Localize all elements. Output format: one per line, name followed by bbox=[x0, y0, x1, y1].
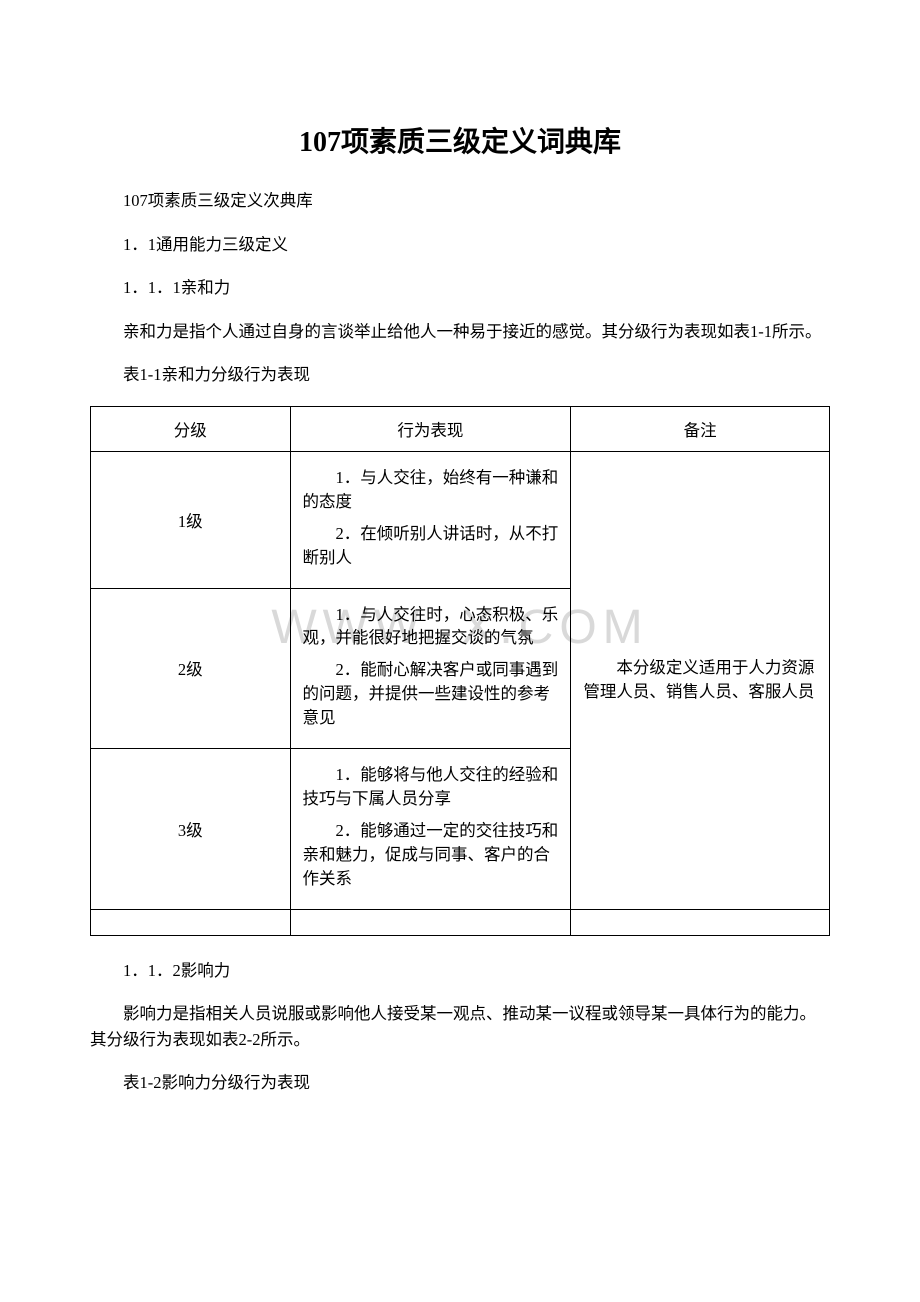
subsection-heading: 1．1．1亲和力 bbox=[90, 275, 830, 301]
table-1-1: 分级 行为表现 备注 1级 1．与人交往，始终有一种谦和的态度 2．在倾听别人讲… bbox=[90, 406, 830, 936]
header-cell-level: 分级 bbox=[91, 406, 291, 451]
empty-cell bbox=[571, 909, 830, 935]
paragraph: 影响力是指相关人员说服或影响他人接受某一观点、推动某一议程或领导某一具体行为的能… bbox=[90, 1001, 830, 1052]
page-title: 107项素质三级定义词典库 bbox=[90, 120, 830, 160]
table-empty-row bbox=[91, 909, 830, 935]
cell-level: 3级 bbox=[91, 749, 291, 910]
paragraph: 亲和力是指个人通过自身的言谈举止给他人一种易于接近的感觉。其分级行为表现如表1-… bbox=[90, 319, 830, 345]
behavior-item: 1．能够将与他人交往的经验和技巧与下属人员分享 bbox=[303, 763, 559, 811]
behavior-item: 2．在倾听别人讲话时，从不打断别人 bbox=[303, 522, 559, 570]
cell-level: 2级 bbox=[91, 588, 291, 749]
cell-behavior: 1．与人交往时，心态积极、乐观，并能很好地把握交谈的气氛 2．能耐心解决客户或同… bbox=[290, 588, 571, 749]
cell-behavior: 1．与人交往，始终有一种谦和的态度 2．在倾听别人讲话时，从不打断别人 bbox=[290, 451, 571, 588]
behavior-item: 1．与人交往时，心态积极、乐观，并能很好地把握交谈的气氛 bbox=[303, 603, 559, 651]
paragraph: 107项素质三级定义次典库 bbox=[90, 188, 830, 214]
table-caption: 表1-2影响力分级行为表现 bbox=[90, 1070, 830, 1096]
header-cell-behavior: 行为表现 bbox=[290, 406, 571, 451]
cell-note: 本分级定义适用于人力资源管理人员、销售人员、客服人员 bbox=[571, 451, 830, 909]
section-heading: 1．1通用能力三级定义 bbox=[90, 232, 830, 258]
cell-level: 1级 bbox=[91, 451, 291, 588]
table-row: 1级 1．与人交往，始终有一种谦和的态度 2．在倾听别人讲话时，从不打断别人 本… bbox=[91, 451, 830, 588]
table-header-row: 分级 行为表现 备注 bbox=[91, 406, 830, 451]
subsection-heading: 1．1．2影响力 bbox=[90, 958, 830, 984]
table-caption: 表1-1亲和力分级行为表现 bbox=[90, 362, 830, 388]
document-body: 107项素质三级定义词典库 107项素质三级定义次典库 1．1通用能力三级定义 … bbox=[90, 120, 830, 1096]
empty-cell bbox=[91, 909, 291, 935]
behavior-item: 2．能够通过一定的交往技巧和亲和魅力，促成与同事、客户的合作关系 bbox=[303, 819, 559, 891]
behavior-item: 2．能耐心解决客户或同事遇到的问题，并提供一些建设性的参考意见 bbox=[303, 658, 559, 730]
empty-cell bbox=[290, 909, 571, 935]
note-text: 本分级定义适用于人力资源管理人员、销售人员、客服人员 bbox=[583, 656, 817, 704]
header-cell-note: 备注 bbox=[571, 406, 830, 451]
behavior-item: 1．与人交往，始终有一种谦和的态度 bbox=[303, 466, 559, 514]
cell-behavior: 1．能够将与他人交往的经验和技巧与下属人员分享 2．能够通过一定的交往技巧和亲和… bbox=[290, 749, 571, 910]
